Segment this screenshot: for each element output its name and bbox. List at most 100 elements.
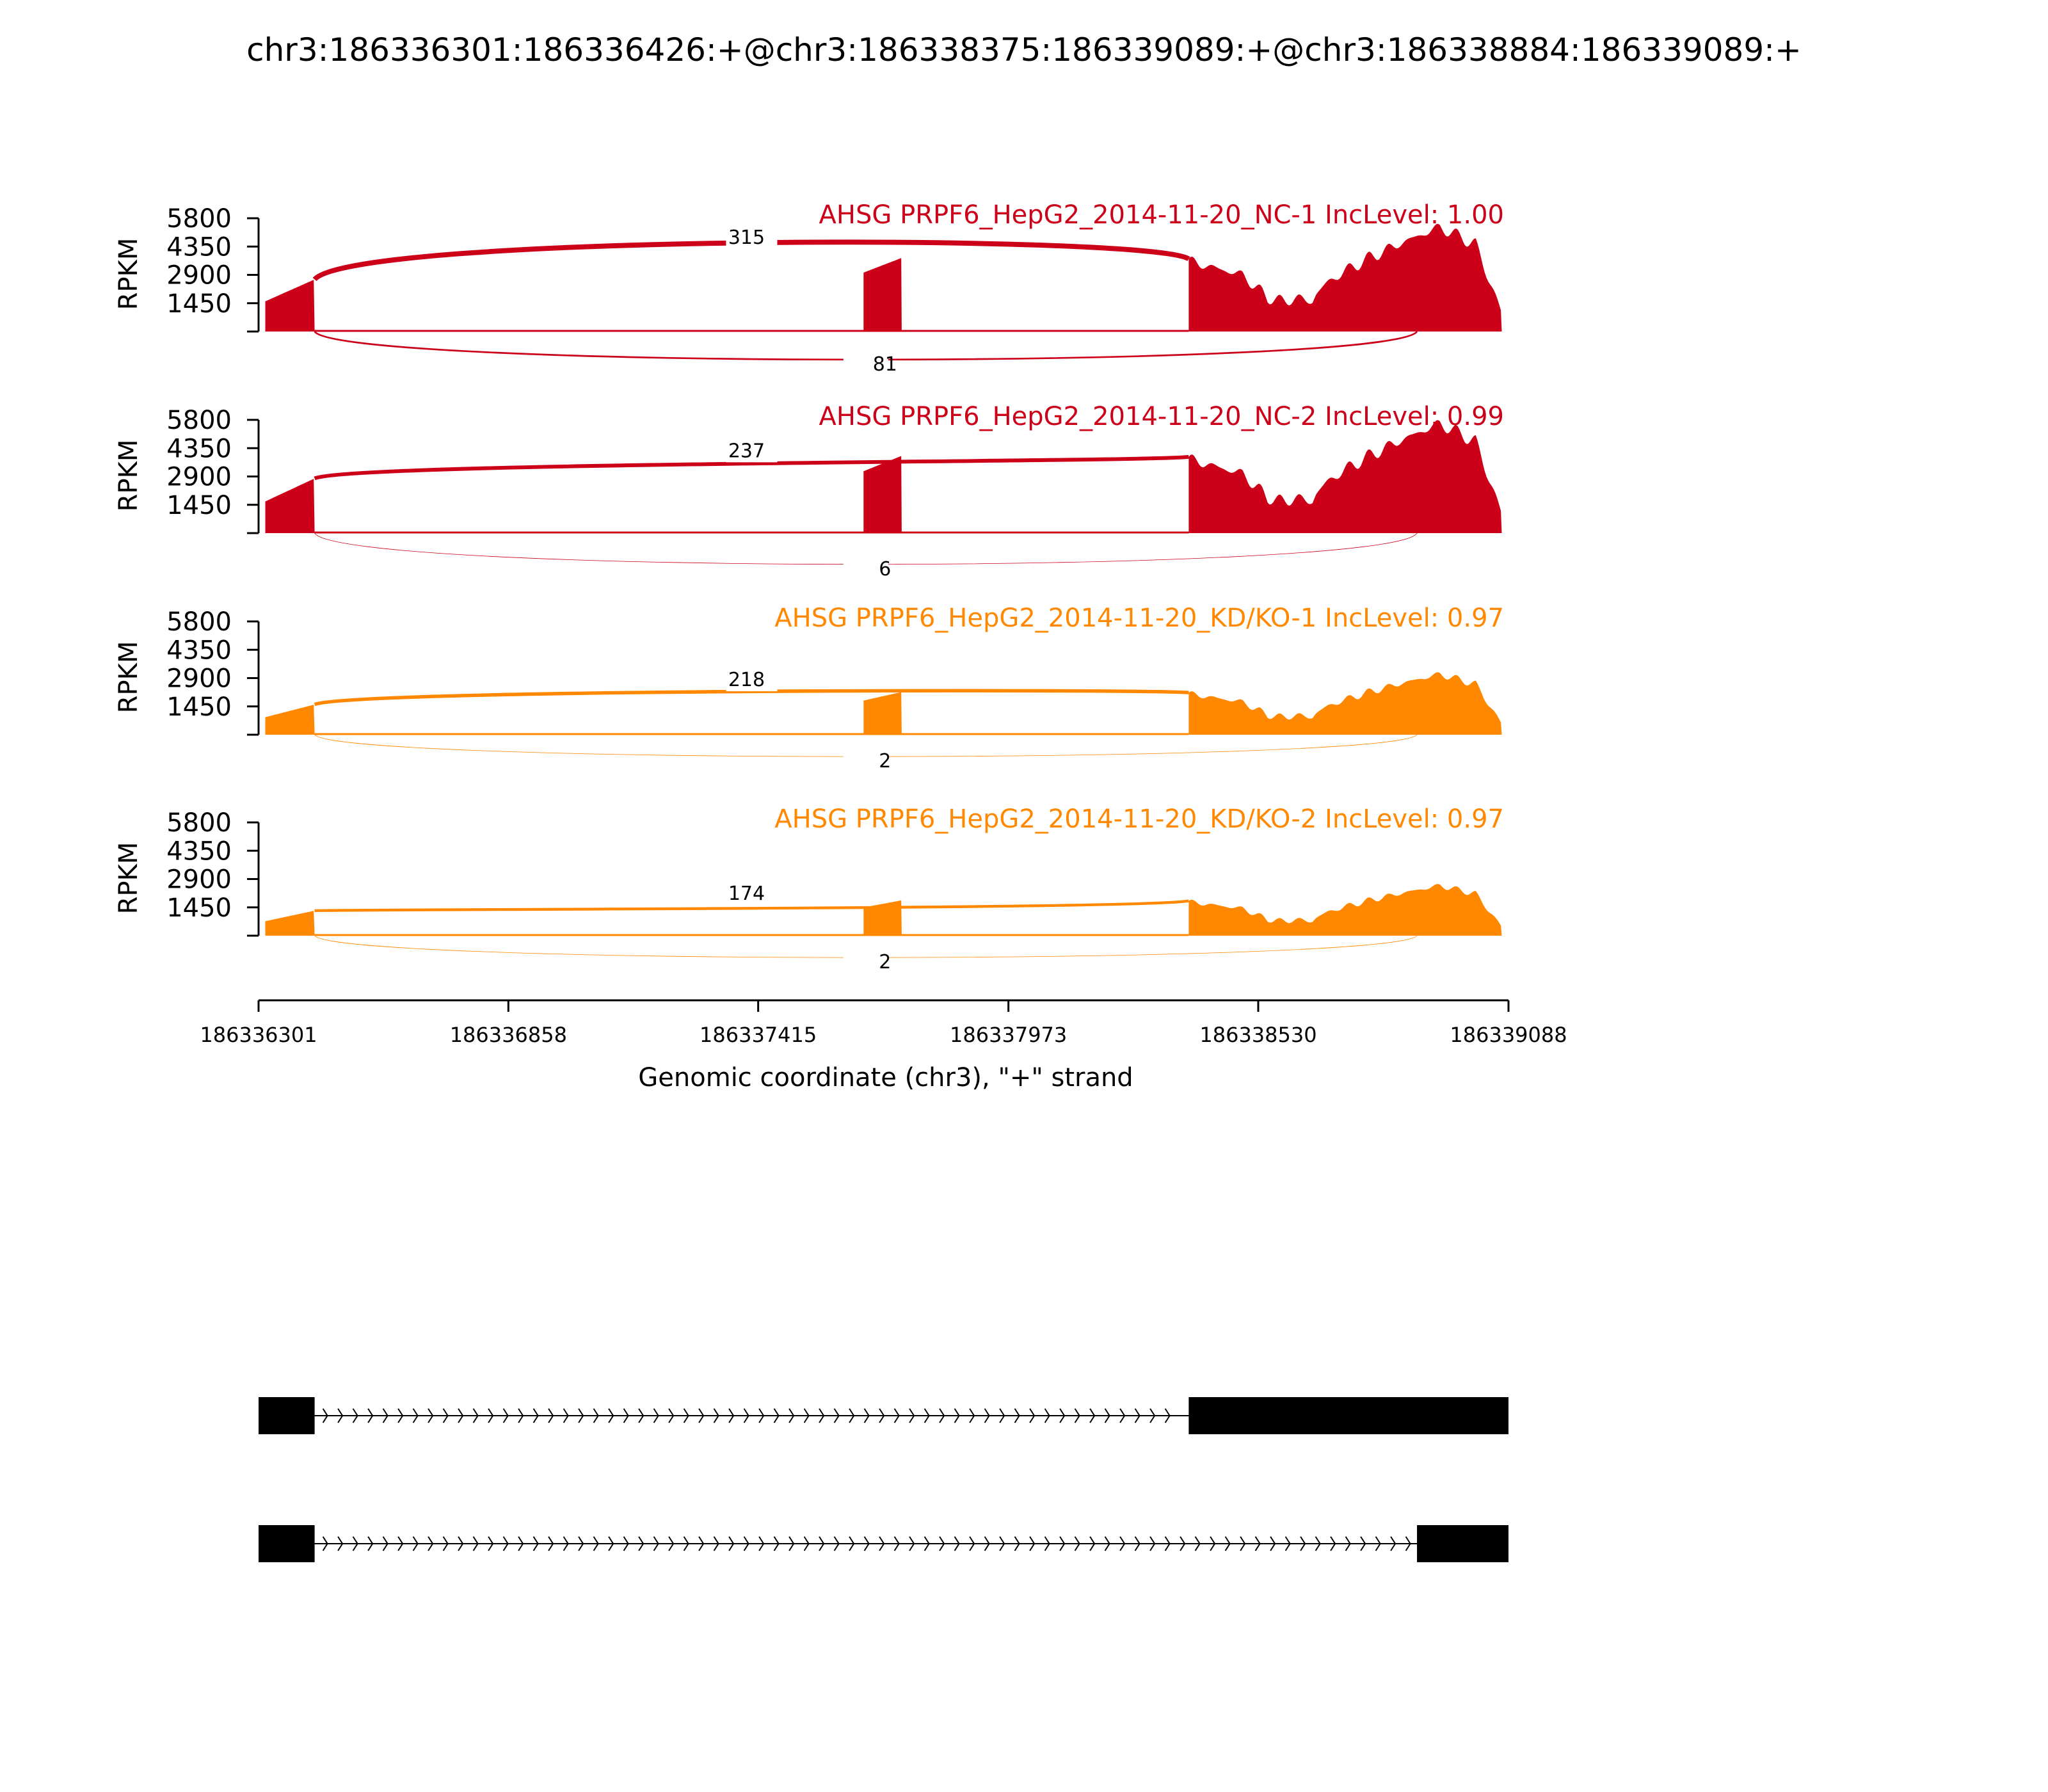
strand-arrow-icon	[548, 1536, 554, 1551]
y-tick-label: 2900	[166, 664, 232, 694]
strand-arrow-icon	[472, 1408, 479, 1423]
junction-arc-upper	[314, 899, 1189, 913]
strand-arrow-icon	[893, 1408, 900, 1423]
strand-arrow-icon	[924, 1536, 930, 1551]
junction-count-lower: 6	[879, 558, 891, 580]
y-tick-label: 5800	[166, 808, 232, 838]
strand-arrow-icon	[1345, 1536, 1351, 1551]
strand-arrow-icon	[428, 1536, 434, 1551]
x-tick-label: 186336301	[200, 1023, 317, 1047]
strand-arrow-icon	[773, 1536, 780, 1551]
exon-block	[1417, 1525, 1508, 1562]
strand-arrow-icon	[743, 1536, 749, 1551]
y-tick-label: 1450	[166, 289, 232, 319]
strand-arrow-icon	[593, 1536, 599, 1551]
strand-arrow-icon	[1360, 1536, 1366, 1551]
strand-arrow-icon	[969, 1408, 975, 1423]
y-tick-label: 5800	[166, 607, 232, 637]
strand-arrow-icon	[999, 1536, 1005, 1551]
isoform-structures	[259, 1397, 1508, 1562]
isoform-2	[259, 1525, 1508, 1562]
strand-arrow-icon	[1074, 1536, 1080, 1551]
junction-label-bg	[726, 438, 778, 463]
strand-arrow-icon	[879, 1408, 885, 1423]
strand-arrow-icon	[1210, 1536, 1216, 1551]
strand-arrow-icon	[1059, 1408, 1066, 1423]
strand-arrow-icon	[442, 1536, 449, 1551]
strand-arrow-icon	[1240, 1536, 1246, 1551]
strand-arrow-icon	[833, 1536, 840, 1551]
strand-arrow-icon	[397, 1408, 404, 1423]
strand-arrow-icon	[548, 1408, 554, 1423]
strand-arrow-icon	[713, 1408, 719, 1423]
strand-arrow-icon	[999, 1408, 1005, 1423]
strand-arrow-icon	[563, 1536, 569, 1551]
exon-block	[259, 1397, 315, 1434]
strand-arrow-icon	[578, 1408, 584, 1423]
strand-arrow-icon	[924, 1408, 930, 1423]
strand-arrow-icon	[909, 1536, 915, 1551]
strand-arrow-icon	[788, 1408, 795, 1423]
strand-arrow-icon	[683, 1408, 689, 1423]
y-tick-label: 4350	[166, 232, 232, 262]
strand-arrow-icon	[638, 1536, 644, 1551]
strand-arrow-icon	[442, 1408, 449, 1423]
strand-arrow-icon	[608, 1536, 614, 1551]
track-title: AHSG PRPF6_HepG2_2014-11-20_NC-1 IncLeve…	[819, 200, 1504, 230]
strand-arrow-icon	[623, 1408, 629, 1423]
junction-label-bg	[843, 749, 888, 774]
strand-arrow-icon	[863, 1536, 870, 1551]
x-axis: 186336301 186336858 186337415 186337973 1863…	[200, 999, 1567, 1047]
strand-arrow-icon	[578, 1536, 584, 1551]
strand-arrow-icon	[698, 1408, 705, 1423]
strand-arrow-icon	[428, 1408, 434, 1423]
junction-label-bg	[843, 557, 888, 582]
strand-arrow-icon	[502, 1408, 509, 1423]
strand-arrow-icon	[532, 1536, 539, 1551]
y-tick-label: 4350	[166, 434, 232, 463]
track-title: AHSG PRPF6_HepG2_2014-11-20_KD/KO-1 IncL…	[774, 604, 1504, 633]
strand-arrow-icon	[488, 1408, 494, 1423]
strand-arrow-icon	[969, 1536, 975, 1551]
coverage-area	[265, 672, 1502, 735]
strand-arrow-icon	[608, 1408, 614, 1423]
junction-label-bg	[726, 667, 778, 692]
strand-arrow-icon	[954, 1536, 960, 1551]
strand-arrow-icon	[1089, 1536, 1096, 1551]
strand-arrow-icon	[1194, 1536, 1201, 1551]
strand-arrow-icon	[683, 1536, 689, 1551]
strand-arrow-icon	[773, 1408, 780, 1423]
strand-arrow-icon	[1390, 1536, 1396, 1551]
y-tick-label: 1450	[166, 692, 232, 722]
strand-arrow-icon	[698, 1536, 705, 1551]
strand-arrow-icon	[1134, 1408, 1140, 1423]
strand-arrow-icon	[849, 1536, 855, 1551]
y-tick-label: 5800	[166, 204, 232, 234]
strand-arrow-icon	[1254, 1536, 1261, 1551]
x-tick-label: 186339088	[1450, 1023, 1567, 1047]
y-tick-label: 2900	[166, 261, 232, 291]
strand-arrow-icon	[984, 1536, 990, 1551]
strand-arrow-icon	[352, 1408, 358, 1423]
strand-arrow-icon	[819, 1536, 825, 1551]
junction-arc-upper	[314, 454, 1189, 481]
strand-arrow-icon	[488, 1536, 494, 1551]
junction-count-upper: 237	[728, 440, 765, 462]
strand-arrow-icon	[954, 1408, 960, 1423]
strand-arrow-icon	[1330, 1536, 1336, 1551]
coverage-area	[265, 223, 1502, 332]
strand-arrow-icon	[1044, 1408, 1050, 1423]
strand-arrow-icon	[1224, 1536, 1231, 1551]
strand-arrow-icon	[939, 1536, 945, 1551]
strand-arrow-icon	[367, 1536, 374, 1551]
strand-arrow-icon	[939, 1408, 945, 1423]
strand-arrow-icon	[322, 1536, 328, 1551]
strand-arrow-icon	[1119, 1408, 1126, 1423]
strand-arrow-icon	[653, 1536, 659, 1551]
strand-arrow-icon	[352, 1536, 358, 1551]
strand-arrow-icon	[1074, 1408, 1080, 1423]
strand-arrow-icon	[1405, 1536, 1411, 1551]
junction-count-lower: 2	[879, 951, 891, 973]
strand-arrow-icon	[518, 1536, 524, 1551]
